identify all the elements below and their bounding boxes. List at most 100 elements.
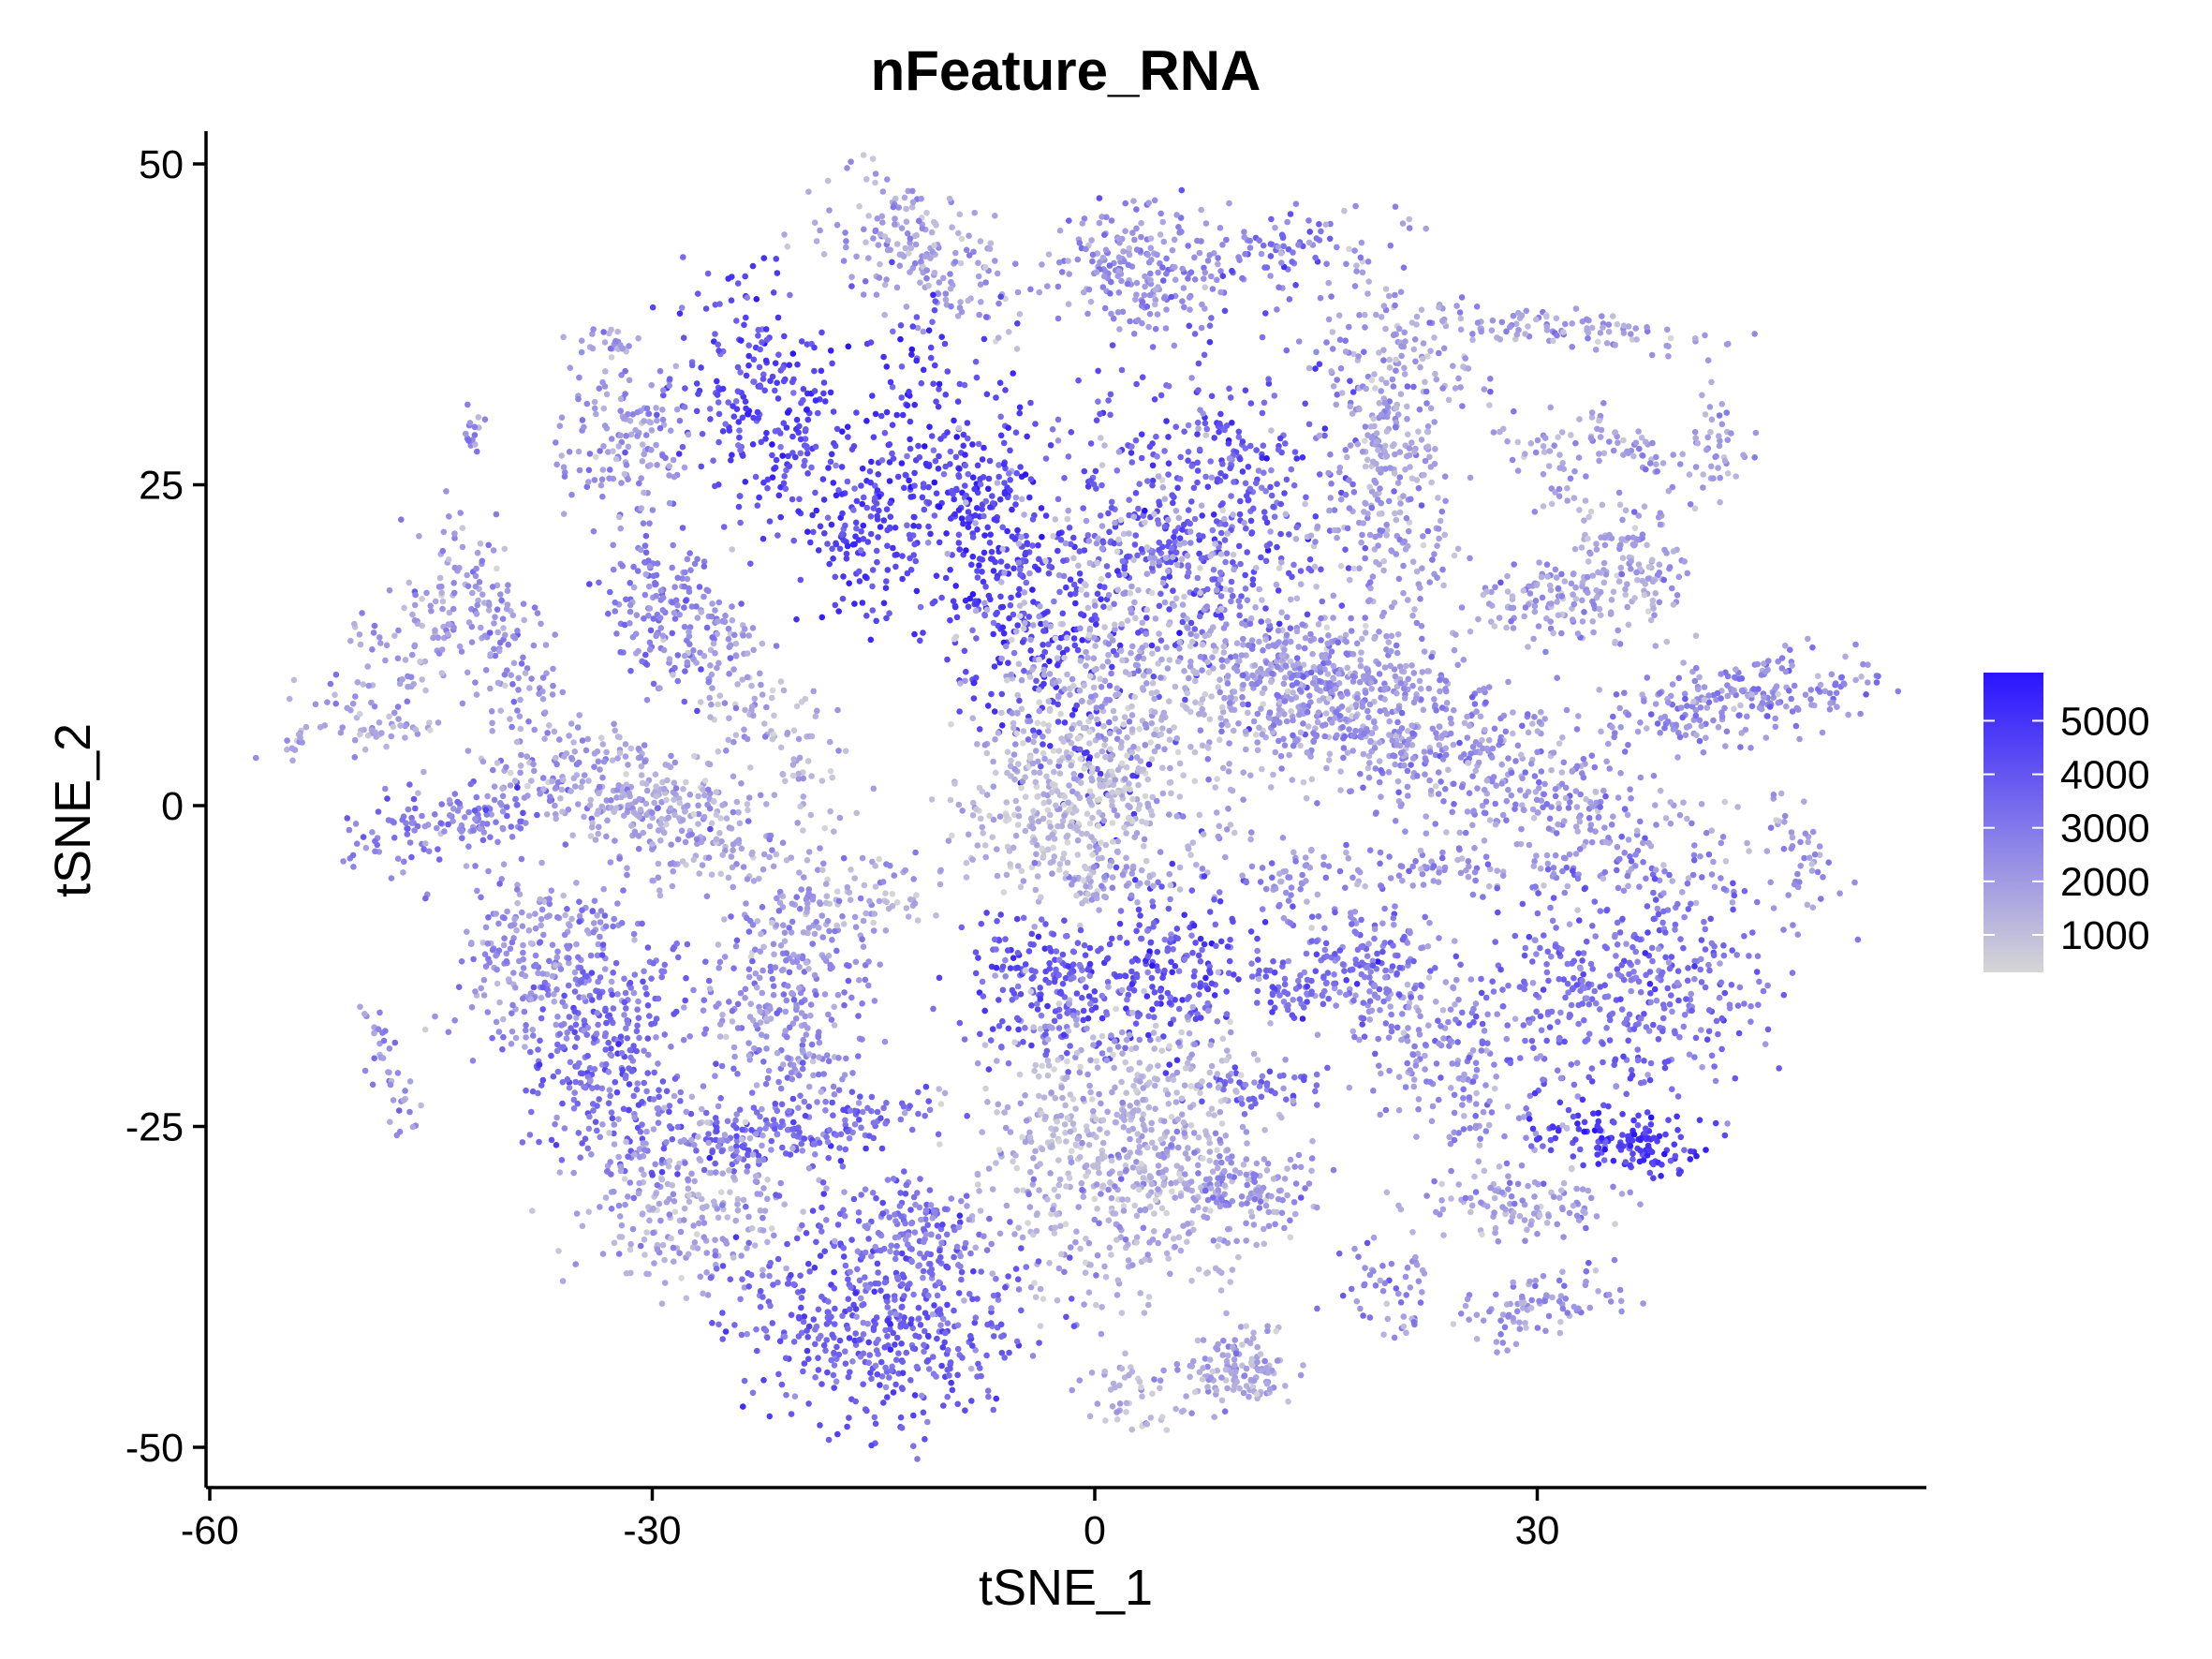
scatter-point bbox=[995, 730, 1002, 736]
scatter-point bbox=[770, 289, 777, 296]
scatter-point bbox=[671, 609, 678, 616]
scatter-point bbox=[1185, 422, 1192, 429]
scatter-point bbox=[745, 794, 753, 801]
scatter-point bbox=[1293, 595, 1301, 602]
scatter-point bbox=[1261, 399, 1268, 407]
scatter-point bbox=[1261, 509, 1268, 515]
scatter-point bbox=[951, 259, 959, 265]
scatter-point bbox=[707, 662, 714, 669]
scatter-point bbox=[1039, 533, 1045, 541]
scatter-point bbox=[1391, 600, 1398, 606]
scatter-point bbox=[863, 613, 870, 619]
scatter-point bbox=[1120, 721, 1128, 728]
scatter-point bbox=[498, 597, 505, 604]
scatter-point bbox=[1209, 654, 1216, 660]
scatter-point bbox=[525, 718, 532, 725]
scatter-point bbox=[832, 601, 839, 609]
scatter-point bbox=[876, 897, 883, 905]
scatter-point bbox=[1222, 853, 1229, 861]
scatter-point bbox=[919, 225, 926, 232]
scatter-point bbox=[856, 578, 863, 585]
scatter-point bbox=[1012, 429, 1020, 437]
scatter-point bbox=[410, 795, 418, 803]
scatter-point bbox=[1513, 331, 1521, 338]
scatter-point bbox=[347, 637, 354, 644]
scatter-point bbox=[914, 324, 922, 332]
scatter-point bbox=[1047, 743, 1054, 749]
scatter-point bbox=[411, 642, 419, 649]
scatter-point bbox=[919, 494, 926, 501]
scatter-point bbox=[793, 615, 800, 623]
scatter-point bbox=[1032, 421, 1039, 427]
scatter-point bbox=[625, 802, 631, 808]
scatter-point bbox=[1401, 538, 1408, 545]
scatter-point bbox=[844, 423, 851, 431]
scatter-point bbox=[1349, 678, 1357, 685]
scatter-point bbox=[503, 605, 510, 613]
scatter-point bbox=[969, 441, 976, 448]
scatter-point bbox=[755, 333, 761, 339]
scatter-point bbox=[638, 475, 644, 481]
scatter-point bbox=[368, 699, 375, 706]
scatter-point bbox=[997, 293, 1004, 301]
scatter-point bbox=[1139, 374, 1146, 381]
scatter-point bbox=[1220, 649, 1228, 656]
scatter-point bbox=[332, 691, 338, 698]
scatter-point bbox=[822, 881, 830, 887]
scatter-point bbox=[1345, 565, 1352, 571]
scatter-point bbox=[781, 231, 788, 238]
scatter-point bbox=[917, 637, 923, 644]
scatter-point bbox=[642, 432, 650, 438]
scatter-point bbox=[851, 485, 858, 492]
scatter-point bbox=[931, 242, 937, 249]
scatter-point bbox=[750, 712, 757, 719]
scatter-point bbox=[553, 761, 560, 768]
scatter-point bbox=[685, 431, 692, 438]
scatter-point bbox=[1207, 553, 1214, 559]
scatter-point bbox=[1004, 769, 1010, 777]
scatter-point bbox=[1231, 727, 1237, 734]
scatter-point bbox=[1186, 674, 1192, 682]
scatter-point bbox=[884, 246, 892, 254]
scatter-point bbox=[874, 215, 881, 222]
scatter-point bbox=[1344, 525, 1351, 532]
scatter-point bbox=[401, 604, 407, 612]
scatter-point bbox=[1014, 320, 1021, 327]
scatter-point bbox=[872, 170, 879, 177]
scatter-point bbox=[1201, 275, 1207, 282]
scatter-point bbox=[966, 252, 973, 259]
scatter-point bbox=[694, 290, 701, 297]
scatter-point bbox=[1149, 344, 1157, 350]
scatter-point bbox=[1083, 648, 1089, 656]
scatter-point bbox=[842, 230, 848, 236]
scatter-point bbox=[570, 739, 577, 746]
scatter-point bbox=[764, 484, 771, 492]
scatter-point bbox=[963, 874, 970, 881]
scatter-point bbox=[553, 815, 559, 822]
scatter-point bbox=[942, 290, 950, 297]
scatter-point bbox=[730, 847, 736, 853]
scatter-point bbox=[599, 493, 606, 500]
scatter-point bbox=[666, 463, 672, 469]
scatter-point bbox=[1494, 334, 1500, 341]
scatter-point bbox=[405, 825, 411, 832]
scatter-point bbox=[1145, 200, 1152, 206]
scatter-point bbox=[1221, 307, 1229, 315]
scatter-point bbox=[663, 821, 670, 828]
scatter-point bbox=[617, 395, 625, 403]
scatter-point bbox=[1077, 779, 1084, 786]
scatter-point bbox=[1344, 453, 1350, 461]
scatter-point bbox=[769, 735, 776, 743]
scatter-point bbox=[988, 548, 995, 555]
scatter-point bbox=[710, 457, 716, 465]
scatter-point bbox=[641, 591, 649, 599]
scatter-point bbox=[451, 791, 459, 797]
scatter-point bbox=[780, 922, 787, 928]
scatter-point bbox=[1115, 268, 1123, 274]
scatter-point bbox=[755, 326, 762, 333]
scatter-point bbox=[1121, 714, 1128, 720]
scatter-point bbox=[626, 790, 633, 796]
scatter-point bbox=[790, 727, 798, 733]
scatter-point bbox=[1199, 866, 1206, 872]
scatter-point bbox=[965, 831, 972, 838]
